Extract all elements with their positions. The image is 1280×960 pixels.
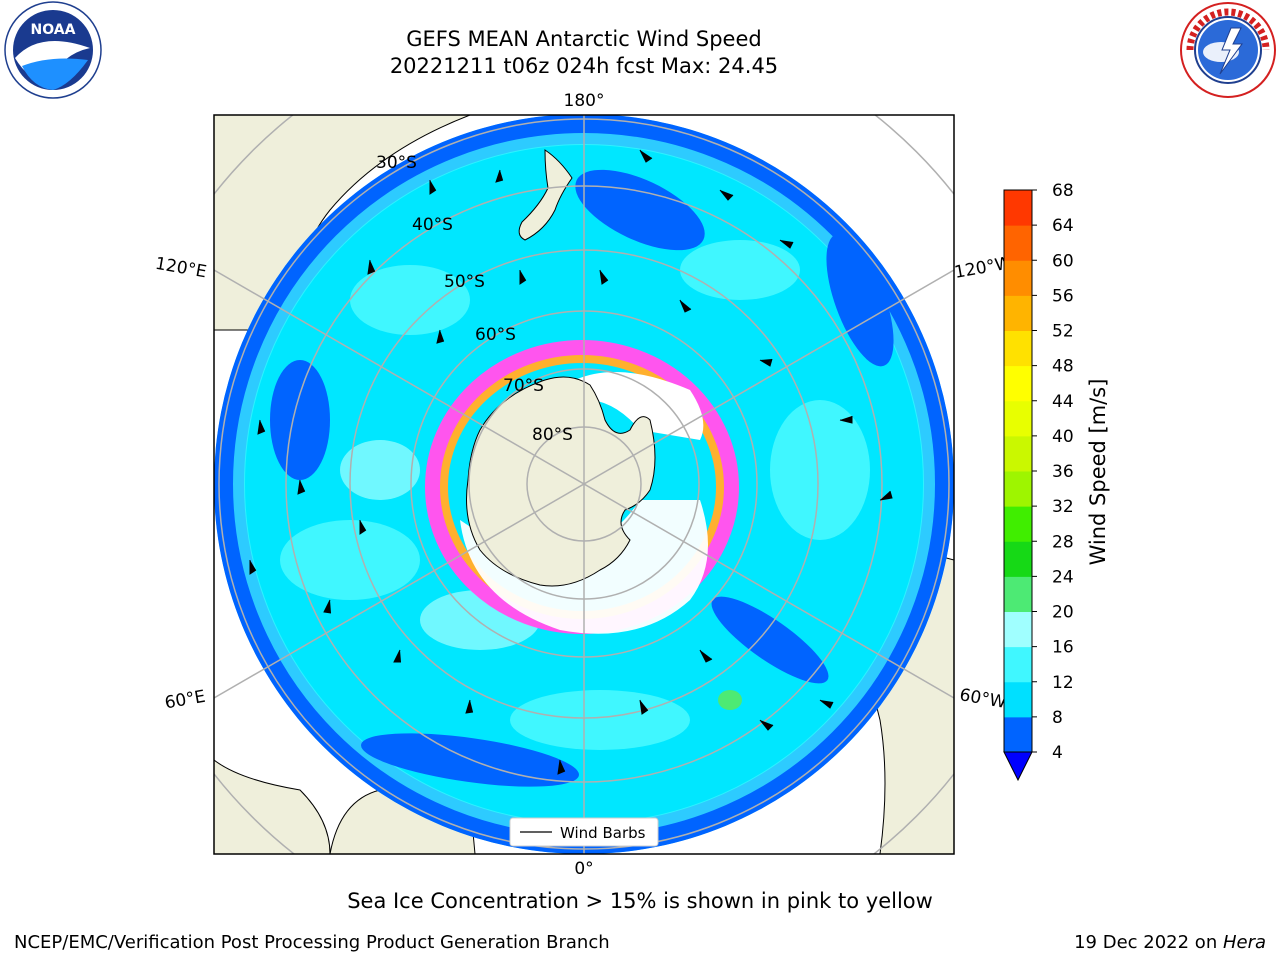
colorbar-tick-label: 64 — [1052, 216, 1074, 236]
colorbar-tick-label: 36 — [1052, 462, 1074, 482]
colorbar-tick-label: 8 — [1052, 708, 1063, 728]
colorbar-label: Wind Speed [m/s] — [1086, 379, 1110, 566]
chart-subtitle: 20221211 t06z 024h fcst Max: 24.45 — [389, 54, 779, 78]
colorbar-tick-label: 24 — [1052, 567, 1074, 587]
graticule — [214, 115, 954, 854]
label-60e: 60°E — [163, 687, 207, 714]
colorbar-tick-label: 52 — [1052, 322, 1074, 342]
wind-barbs — [249, 149, 893, 775]
colorbar-segment — [1004, 190, 1032, 226]
colorbar-segment — [1004, 225, 1032, 261]
colorbar-segment — [1004, 400, 1032, 437]
label-60w: 60°W — [958, 685, 1008, 713]
antarctica-land — [466, 376, 656, 587]
label-70s: 70°S — [503, 376, 544, 396]
colorbar-tick-label: 68 — [1052, 181, 1074, 201]
colorbar-tick-label: 40 — [1052, 427, 1074, 447]
colorbar-segment — [1004, 611, 1032, 648]
colorbar-segment — [1004, 716, 1032, 753]
footer-credit: NCEP/EMC/Verification Post Processing Pr… — [14, 932, 610, 953]
colorbar-tick-label: 12 — [1052, 673, 1074, 693]
label-180: 180° — [564, 91, 605, 111]
colorbar-segment — [1004, 541, 1032, 577]
label-60s: 60°S — [475, 325, 516, 345]
colorbar-tick-label: 32 — [1052, 497, 1074, 517]
label-80s: 80°S — [532, 425, 573, 445]
colorbar-segment — [1004, 295, 1032, 331]
legend-label: Wind Barbs — [560, 824, 646, 842]
colorbar-tick-label: 44 — [1052, 392, 1074, 412]
sea-ice-caption: Sea Ice Concentration > 15% is shown in … — [347, 889, 933, 913]
colorbar-segment — [1004, 330, 1032, 367]
nws-logo — [1180, 2, 1276, 98]
noaa-logo: NOAA — [4, 1, 102, 99]
colorbar-segment — [1004, 435, 1032, 472]
colorbar-tick-label: 56 — [1052, 286, 1074, 306]
colorbar-tick-label: 60 — [1052, 251, 1074, 271]
colorbar-tick-label: 48 — [1052, 357, 1074, 377]
chart-title: GEFS MEAN Antarctic Wind Speed — [406, 27, 762, 51]
colorbar-under-arrow — [1003, 751, 1033, 782]
colorbar-tick-label: 4 — [1052, 743, 1063, 763]
colorbar-segment — [1004, 576, 1032, 612]
footer-date: 19 Dec 2022 on Hera — [1074, 932, 1266, 953]
colorbar-tick-label: 28 — [1052, 532, 1074, 552]
noaa-logo-text: NOAA — [31, 22, 76, 38]
label-120e: 120°E — [154, 254, 208, 283]
map-frame — [213, 114, 955, 855]
label-50s: 50°S — [444, 272, 485, 292]
footer-date-text: 19 Dec 2022 on — [1074, 932, 1223, 953]
label-40s: 40°S — [412, 215, 453, 235]
colorbar-segment — [1004, 506, 1032, 542]
label-0: 0° — [574, 859, 593, 879]
colorbar-tick-label: 16 — [1052, 638, 1074, 658]
label-30s: 30°S — [376, 153, 417, 173]
colorbar-segment — [1004, 681, 1032, 718]
colorbar-segment — [1004, 471, 1032, 507]
footer-host: Hera — [1222, 932, 1266, 953]
colorbar-segment — [1004, 646, 1032, 683]
colorbar-tick-label: 20 — [1052, 603, 1074, 623]
colorbar-segment — [1004, 365, 1032, 402]
colorbar-segment — [1004, 260, 1032, 296]
wind-barbs-legend: Wind Barbs — [509, 817, 659, 847]
